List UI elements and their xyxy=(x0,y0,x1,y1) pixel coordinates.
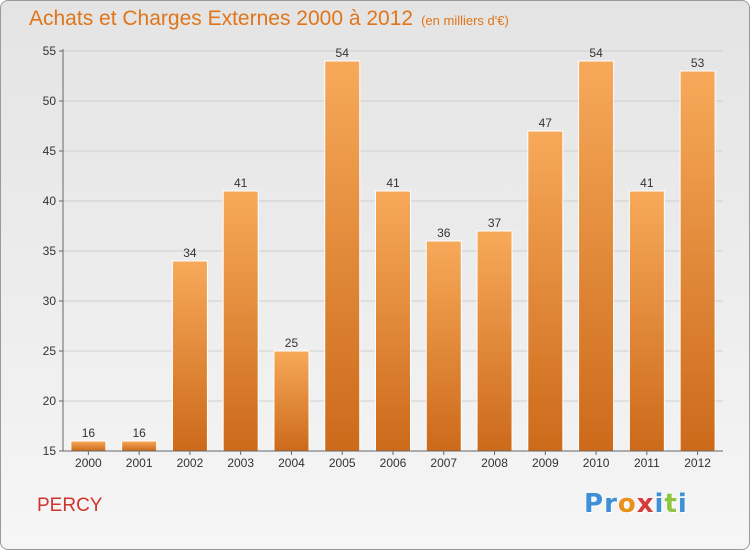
logo-letter: i xyxy=(654,489,665,519)
y-tick-label: 55 xyxy=(43,44,57,58)
x-tick-label: 2002 xyxy=(177,456,204,470)
bar-value-label: 16 xyxy=(82,426,96,440)
x-tick-label: 2000 xyxy=(75,456,102,470)
y-tick-label: 35 xyxy=(43,244,57,258)
y-tick-label: 20 xyxy=(43,394,57,408)
bar[interactable] xyxy=(121,440,158,452)
bars xyxy=(70,60,716,452)
chart-unit: (en milliers d'€) xyxy=(421,13,509,28)
bar[interactable] xyxy=(679,70,716,452)
y-tick-label: 15 xyxy=(43,444,57,458)
bar[interactable] xyxy=(527,130,564,452)
bar-value-label: 25 xyxy=(285,336,299,350)
axes xyxy=(59,49,723,455)
bar-value-label: 53 xyxy=(691,56,705,70)
bar-value-label: 54 xyxy=(336,46,350,60)
logo-letter: r xyxy=(604,489,618,519)
logo-letter: x xyxy=(636,489,655,519)
logo-letter: i xyxy=(677,489,688,519)
y-tick-label: 30 xyxy=(43,294,57,308)
y-tick-label: 45 xyxy=(43,144,57,158)
x-tick-label: 2005 xyxy=(329,456,356,470)
chart-title: Achats et Charges Externes 2000 à 2012 (e… xyxy=(29,7,509,31)
y-tick-label: 50 xyxy=(43,94,57,108)
chart-title-text: Achats et Charges Externes 2000 à 2012 xyxy=(29,7,414,30)
bar[interactable] xyxy=(324,60,361,452)
bar[interactable] xyxy=(273,350,310,452)
y-tick-label: 25 xyxy=(43,344,57,358)
x-tick-label: 2004 xyxy=(278,456,305,470)
bar-value-label: 36 xyxy=(437,226,451,240)
place-name: PERCY xyxy=(37,495,103,516)
x-tick-label: 2012 xyxy=(684,456,711,470)
bar[interactable] xyxy=(476,230,513,452)
bar-value-label: 47 xyxy=(539,116,553,130)
labels: 15 20 25 30 35 40 45 50 55 16 2000 16 2001 34 2002 41 20… xyxy=(43,44,712,470)
logo-letter: o xyxy=(617,489,637,519)
x-tick-label: 2001 xyxy=(126,456,153,470)
bar-value-label: 41 xyxy=(234,176,248,190)
logo-letter: t xyxy=(664,489,678,519)
bar-value-label: 34 xyxy=(183,246,197,260)
x-tick-label: 2010 xyxy=(583,456,610,470)
bar[interactable] xyxy=(425,240,462,452)
y-tick-label: 40 xyxy=(43,194,57,208)
bar-value-label: 41 xyxy=(640,176,654,190)
bar-value-label: 54 xyxy=(589,46,603,60)
bar[interactable] xyxy=(171,260,208,452)
bar-value-label: 41 xyxy=(386,176,400,190)
bar[interactable] xyxy=(375,190,411,452)
x-tick-label: 2008 xyxy=(481,456,508,470)
x-tick-label: 2006 xyxy=(380,456,407,470)
bar-value-label: 16 xyxy=(132,426,146,440)
bar-value-label: 37 xyxy=(488,216,502,230)
x-tick-label: 2009 xyxy=(532,456,559,470)
logo-letter: P xyxy=(584,489,605,519)
x-tick-label: 2007 xyxy=(430,456,457,470)
bar[interactable] xyxy=(70,440,107,452)
x-tick-label: 2011 xyxy=(634,456,660,470)
x-tick-label: 2003 xyxy=(227,456,254,470)
bar[interactable] xyxy=(222,190,259,452)
proxiti-logo[interactable]: Proxiti xyxy=(584,489,688,519)
bar[interactable] xyxy=(578,60,615,452)
bar[interactable] xyxy=(628,190,665,452)
